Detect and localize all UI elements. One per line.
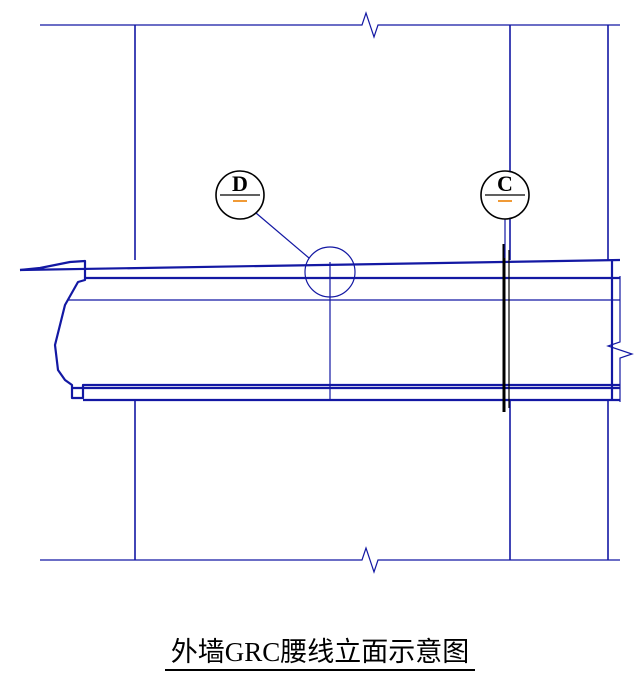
- diagram-title-container: 外墙GRC腰线立面示意图: [0, 630, 640, 669]
- callout-d-leader: [256, 213, 309, 258]
- diagram-title: 外墙GRC腰线立面示意图: [165, 637, 476, 671]
- break-line-horizontal: [40, 548, 620, 572]
- molding-top-edge: [20, 260, 620, 270]
- molding-profile: [20, 261, 620, 398]
- callout-c-label: C: [497, 171, 513, 196]
- grc-elevation-diagram: DC: [0, 0, 640, 677]
- break-line-horizontal: [40, 13, 620, 37]
- callout-d-label: D: [232, 171, 248, 196]
